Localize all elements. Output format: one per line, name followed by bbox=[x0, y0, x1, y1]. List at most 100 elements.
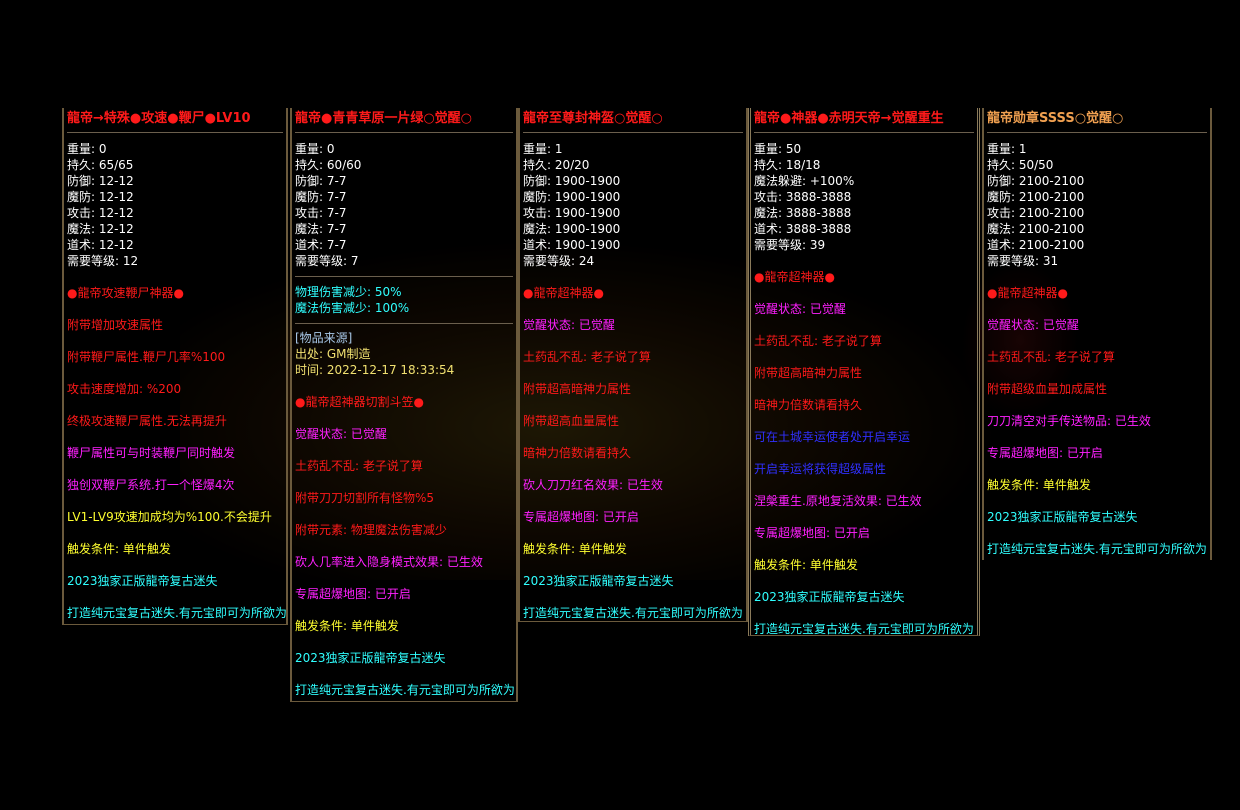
effect-line: 暗神力倍数请看持久 bbox=[754, 398, 863, 412]
stat-line: 需要等级: 7 bbox=[295, 254, 359, 268]
stat-line: 攻击: 7-7 bbox=[295, 206, 347, 220]
item-title: 龍帝勋章SSSS○觉醒○ bbox=[987, 111, 1124, 126]
stat-line: 重量: 0 bbox=[295, 142, 335, 156]
title-divider bbox=[523, 132, 743, 133]
effect-line: 2023独家正版龍帝复古迷失 bbox=[295, 651, 446, 665]
spacer bbox=[295, 378, 513, 394]
item-tooltip-panel: 龍帝●青青草原一片绿○觉醒○ 重量: 0 持久: 60/60 防御: 7-7 魔防: 7… bbox=[290, 108, 518, 702]
effect-line: 可在土城幸运使者处开启幸运 bbox=[754, 430, 911, 444]
effect-line: 土药乱不乱: 老子说了算 bbox=[523, 350, 651, 364]
effect-line: 土药乱不乱: 老子说了算 bbox=[295, 459, 423, 473]
effect-line: 鞭尸属性可与时装鞭尸同时触发 bbox=[67, 446, 236, 460]
effect-line: 觉醒状态: 已觉醒 bbox=[523, 318, 615, 332]
stat-line: 攻击: 1900-1900 bbox=[523, 206, 621, 220]
stat-line: 防御: 12-12 bbox=[67, 174, 134, 188]
stat-line: 持久: 65/65 bbox=[67, 158, 134, 172]
stat-line: 魔防: 2100-2100 bbox=[987, 190, 1085, 204]
stat-line: 道术: 1900-1900 bbox=[523, 238, 621, 252]
spacer bbox=[523, 269, 743, 285]
stat-line: 魔防: 7-7 bbox=[295, 190, 347, 204]
stat-line: 防御: 1900-1900 bbox=[523, 174, 621, 188]
stat-line: 魔法躲避: +100% bbox=[754, 174, 855, 188]
effect-line: 觉醒状态: 已觉醒 bbox=[754, 302, 846, 316]
effect-line: 专属超爆地图: 已开启 bbox=[754, 526, 870, 540]
stat-line: 魔法: 1900-1900 bbox=[523, 222, 621, 236]
spacer bbox=[67, 269, 283, 285]
effect-line: ●龍帝超神器● bbox=[523, 286, 604, 300]
effect-line: 打造纯元宝复古迷失.有元宝即可为所欲为 bbox=[754, 622, 974, 636]
item-tooltip-panel: 龍帝至尊封神盔○觉醒○ 重量: 1 持久: 20/20 防御: 1900-1900 魔防… bbox=[518, 108, 748, 622]
effect-line: 附带鞭尸属性.鞭尸几率%100 bbox=[67, 350, 226, 364]
stat-line: 攻击: 3888-3888 bbox=[754, 190, 852, 204]
effect-line: 涅槃重生.原地复活效果: 已生效 bbox=[754, 494, 922, 508]
effect-line: ●龍帝超神器● bbox=[754, 270, 835, 284]
effect-line: 2023独家正版龍帝复古迷失 bbox=[987, 510, 1138, 524]
effect-line: 触发条件: 单件触发 bbox=[67, 542, 171, 556]
effect-line: 觉醒状态: 已觉醒 bbox=[987, 318, 1079, 332]
effect-line: 独创双鞭尸系统.打一个怪爆4次 bbox=[67, 478, 235, 492]
stat-line: 持久: 60/60 bbox=[295, 158, 362, 172]
stat-line: 需要等级: 31 bbox=[987, 254, 1059, 268]
effect-line: 附带元素: 物理魔法伤害减少 bbox=[295, 523, 447, 537]
item-title: 龍帝●青青草原一片绿○觉醒○ bbox=[295, 111, 473, 126]
effect-line: 打造纯元宝复古迷失.有元宝即可为所欲为 bbox=[987, 542, 1207, 556]
effect-line: ●龍帝超神器切割斗笠● bbox=[295, 395, 424, 409]
stat-line: 魔防: 12-12 bbox=[67, 190, 134, 204]
stat-line: 攻击: 2100-2100 bbox=[987, 206, 1085, 220]
effect-line: 附带增加攻速属性 bbox=[67, 318, 164, 332]
effect-line: 触发条件: 单件触发 bbox=[987, 478, 1091, 492]
effect-line: 附带超高暗神力属性 bbox=[523, 382, 632, 396]
stat-line: 防御: 2100-2100 bbox=[987, 174, 1085, 188]
stat-line: 道术: 7-7 bbox=[295, 238, 347, 252]
item-title: 龍帝→特殊●攻速●鞭尸●LV10 bbox=[67, 111, 251, 126]
title-divider bbox=[987, 132, 1207, 133]
stat-line: 持久: 20/20 bbox=[523, 158, 590, 172]
effect-line: 土药乱不乱: 老子说了算 bbox=[987, 350, 1115, 364]
effect-line: 2023独家正版龍帝复古迷失 bbox=[67, 574, 218, 588]
stat-line: 持久: 18/18 bbox=[754, 158, 821, 172]
effect-line: 土药乱不乱: 老子说了算 bbox=[754, 334, 882, 348]
effect-line: 觉醒状态: 已觉醒 bbox=[295, 427, 387, 441]
item-tooltip-panel: 龍帝勋章SSSS○觉醒○ 重量: 1 持久: 50/50 防御: 2100-2100 魔… bbox=[982, 108, 1212, 560]
effect-line: 攻击速度增加: %200 bbox=[67, 382, 182, 396]
effect-line: 附带刀刀切割所有怪物%5 bbox=[295, 491, 435, 505]
effect-line: 触发条件: 单件触发 bbox=[523, 542, 627, 556]
effect-line: 触发条件: 单件触发 bbox=[754, 558, 858, 572]
item-source-time: 时间: 2022-12-17 18:33:54 bbox=[295, 363, 455, 377]
effect-line: 附带超级血量加成属性 bbox=[987, 382, 1108, 396]
stat-line: 需要等级: 12 bbox=[67, 254, 139, 268]
stat-line: 魔法: 12-12 bbox=[67, 222, 134, 236]
effect-line: 开启幸运将获得超级属性 bbox=[754, 462, 887, 476]
stat-line: 需要等级: 39 bbox=[754, 238, 826, 252]
item-tooltip-panel: 龍帝→特殊●攻速●鞭尸●LV10 重量: 0 持久: 65/65 防御: 12-12 魔… bbox=[62, 108, 288, 625]
effect-line: 砍人刀刀红名效果: 已生效 bbox=[523, 478, 663, 492]
effect-line: 打造纯元宝复古迷失.有元宝即可为所欲为 bbox=[523, 606, 743, 620]
stat-line: 魔法: 7-7 bbox=[295, 222, 347, 236]
section-divider bbox=[295, 276, 513, 277]
effect-line: 打造纯元宝复古迷失.有元宝即可为所欲为 bbox=[67, 606, 287, 620]
effect-line: 附带超高血量属性 bbox=[523, 414, 620, 428]
effect-line: ●龍帝超神器● bbox=[987, 286, 1068, 300]
stat-line: 重量: 50 bbox=[754, 142, 802, 156]
effect-line: 暗神力倍数请看持久 bbox=[523, 446, 632, 460]
stat-line: 魔法: 3888-3888 bbox=[754, 206, 852, 220]
effect-line: 打造纯元宝复古迷失.有元宝即可为所欲为 bbox=[295, 683, 515, 697]
effect-line: 刀刀清空对手传送物品: 已生效 bbox=[987, 414, 1151, 428]
stat-line: 重量: 1 bbox=[987, 142, 1027, 156]
spacer bbox=[987, 269, 1207, 285]
effect-line: 专属超爆地图: 已开启 bbox=[295, 587, 411, 601]
item-title: 龍帝●神器●赤明天帝→觉醒重生 bbox=[754, 111, 944, 126]
item-title: 龍帝至尊封神盔○觉醒○ bbox=[523, 111, 663, 126]
effect-line: 专属超爆地图: 已开启 bbox=[987, 446, 1103, 460]
section-divider bbox=[295, 323, 513, 324]
effect-line: 专属超爆地图: 已开启 bbox=[523, 510, 639, 524]
stat-line: 魔法: 2100-2100 bbox=[987, 222, 1085, 236]
effect-line: 2023独家正版龍帝复古迷失 bbox=[523, 574, 674, 588]
stat-line: 重量: 1 bbox=[523, 142, 563, 156]
damage-reduction-line: 魔法伤害减少: 100% bbox=[295, 301, 410, 315]
item-source-origin: 出处: GM制造 bbox=[295, 347, 371, 361]
stat-line: 道术: 2100-2100 bbox=[987, 238, 1085, 252]
item-tooltip-panel: 龍帝●神器●赤明天帝→觉醒重生 重量: 50 持久: 18/18 魔法躲避: +100… bbox=[748, 108, 980, 636]
effect-line: ●龍帝攻速鞭尸神器● bbox=[67, 286, 184, 300]
damage-reduction-line: 物理伤害减少: 50% bbox=[295, 285, 402, 299]
